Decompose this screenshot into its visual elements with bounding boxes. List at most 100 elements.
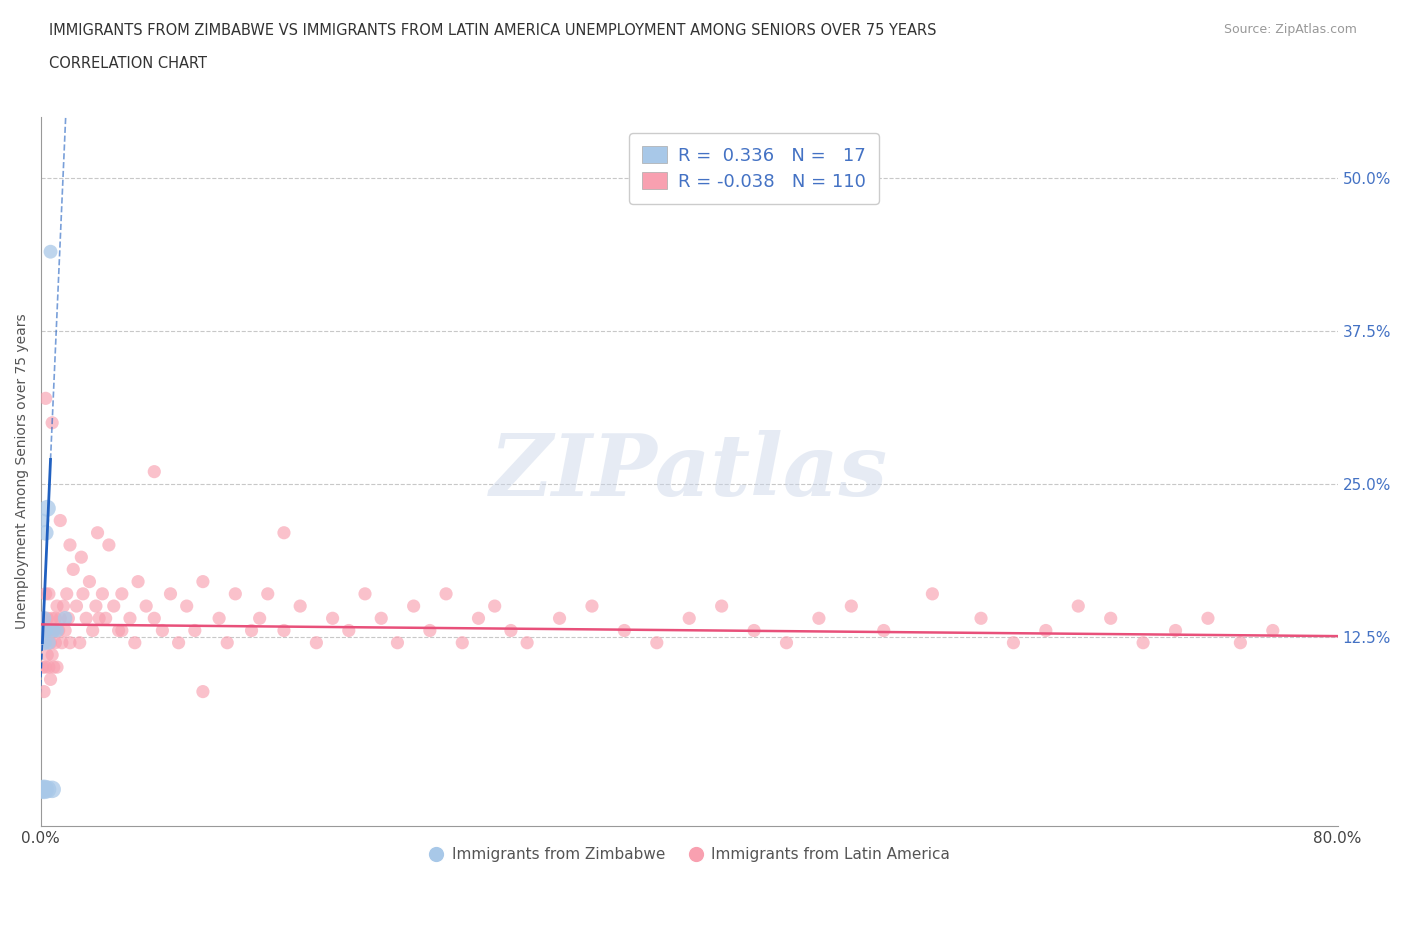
Point [42, 623, 65, 638]
Point [37, 647, 59, 662]
Point [224, 587, 246, 602]
Point [921, 587, 943, 602]
Point [143, 464, 166, 479]
Point [124, 635, 146, 650]
Point [548, 611, 571, 626]
Point [167, 635, 190, 650]
Point [970, 611, 993, 626]
Point [402, 599, 425, 614]
Point [41, 611, 63, 626]
Point [710, 599, 733, 614]
Point [91, 587, 114, 602]
Point [1132, 635, 1154, 650]
Point [69, 635, 91, 650]
Point [184, 623, 207, 638]
Text: Source: ZipAtlas.com: Source: ZipAtlas.com [1223, 23, 1357, 36]
Point [839, 599, 862, 614]
Point [37, 782, 59, 797]
Point [46, 623, 69, 638]
Point [273, 623, 295, 638]
Point [42, 623, 65, 638]
Point [176, 599, 198, 614]
Point [1229, 635, 1251, 650]
Point [150, 623, 173, 638]
Point [107, 623, 129, 638]
Point [89, 611, 111, 626]
Text: CORRELATION CHART: CORRELATION CHART [49, 56, 207, 71]
Legend: Immigrants from Zimbabwe, Immigrants from Latin America: Immigrants from Zimbabwe, Immigrants fro… [423, 841, 956, 868]
Point [387, 635, 409, 650]
Point [38, 587, 60, 602]
Point [807, 611, 830, 626]
Text: ZIPatlas: ZIPatlas [491, 430, 889, 513]
Point [59, 538, 82, 552]
Point [53, 611, 76, 626]
Point [31, 782, 53, 797]
Point [32, 611, 55, 626]
Point [42, 659, 65, 674]
Point [34, 391, 56, 405]
Point [256, 587, 278, 602]
Point [39, 635, 62, 650]
Point [419, 623, 441, 638]
Point [41, 647, 63, 662]
Point [370, 611, 392, 626]
Point [118, 611, 141, 626]
Point [46, 659, 69, 674]
Point [41, 416, 63, 431]
Point [1164, 623, 1187, 638]
Point [44, 635, 66, 650]
Point [305, 635, 328, 650]
Point [1002, 635, 1025, 650]
Point [1035, 623, 1057, 638]
Point [82, 623, 104, 638]
Point [240, 623, 263, 638]
Point [191, 684, 214, 699]
Point [34, 525, 56, 540]
Point [53, 623, 76, 638]
Point [31, 611, 53, 626]
Point [34, 623, 56, 638]
Point [645, 635, 668, 650]
Y-axis label: Unemployment Among Seniors over 75 years: Unemployment Among Seniors over 75 years [15, 313, 30, 630]
Point [103, 599, 125, 614]
Point [159, 587, 181, 602]
Point [34, 623, 56, 638]
Point [135, 599, 157, 614]
Point [1197, 611, 1219, 626]
Point [49, 513, 72, 528]
Point [288, 599, 311, 614]
Point [499, 623, 522, 638]
Point [581, 599, 603, 614]
Point [34, 659, 56, 674]
Point [32, 635, 55, 650]
Point [322, 611, 344, 626]
Point [34, 623, 56, 638]
Point [111, 587, 134, 602]
Point [44, 611, 66, 626]
Point [484, 599, 506, 614]
Point [434, 587, 457, 602]
Point [32, 635, 55, 650]
Point [516, 635, 538, 650]
Point [41, 782, 63, 797]
Point [49, 611, 72, 626]
Point [1067, 599, 1090, 614]
Point [191, 574, 214, 589]
Point [51, 635, 73, 650]
Point [70, 550, 93, 565]
Point [143, 611, 166, 626]
Point [31, 659, 53, 674]
Point [217, 635, 239, 650]
Point [37, 501, 59, 516]
Point [1261, 623, 1284, 638]
Point [34, 587, 56, 602]
Point [84, 599, 107, 614]
Point [208, 611, 231, 626]
Point [37, 611, 59, 626]
Point [32, 684, 55, 699]
Point [32, 782, 55, 797]
Point [75, 611, 97, 626]
Point [55, 587, 77, 602]
Point [775, 635, 797, 650]
